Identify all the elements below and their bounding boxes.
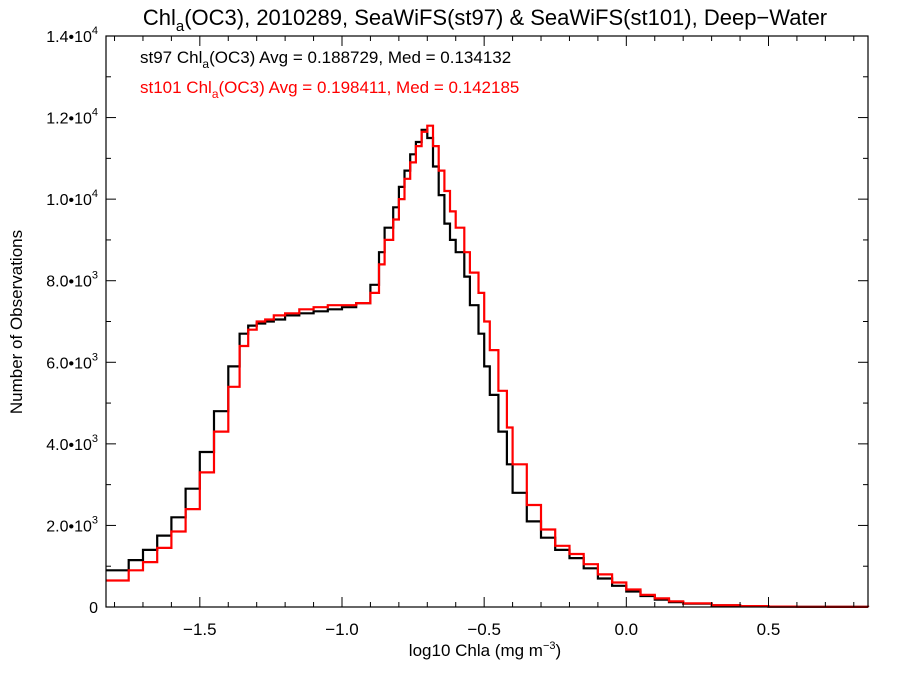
y-tick-mantissa: 8.0•10 [46, 274, 92, 291]
x-tick-label: 0.0 [615, 620, 639, 639]
x-axis-label-suffix: ) [556, 641, 562, 660]
annotation-st97: st97 Chla(OC3) Avg = 0.188729, Med = 0.1… [140, 48, 511, 71]
y-tick-exponent: 3 [92, 514, 98, 526]
y-tick-mantissa: 4.0•10 [46, 437, 92, 454]
x-tick-label: −0.5 [467, 620, 501, 639]
y-tick-exponent: 3 [92, 270, 98, 282]
x-axis-label: log10 Chla (mg m−3) [409, 640, 561, 660]
y-tick-exponent: 3 [92, 433, 98, 445]
x-axis-label-superscript: −3 [543, 640, 556, 652]
y-tick-label: 1.4•104 [46, 25, 98, 46]
x-tick-label: −1.0 [325, 620, 359, 639]
annotation-st97-rest: (OC3) Avg = 0.188729, Med = 0.134132 [209, 48, 511, 67]
y-tick-mantissa: 2.0•10 [46, 518, 92, 535]
y-tick-label: 6.0•103 [46, 351, 98, 372]
title-prefix: Chl [143, 5, 176, 30]
annotation-st101-rest: (OC3) Avg = 0.198411, Med = 0.142185 [219, 78, 520, 97]
annotation-st97-prefix: st97 Chl [140, 48, 202, 67]
y-tick-mantissa: 0 [89, 600, 98, 617]
annotation-st97-subscript: a [202, 57, 209, 71]
y-tick-mantissa: 1.2•10 [46, 111, 92, 128]
y-tick-exponent: 4 [92, 107, 98, 119]
x-axis-label-prefix: log10 Chla (mg m [409, 641, 543, 660]
annotation-st101-subscript: a [212, 87, 219, 101]
title-subscript: a [176, 18, 185, 35]
series-layer [106, 124, 870, 608]
y-tick-label: 2.0•103 [46, 514, 98, 535]
y-tick-exponent: 3 [92, 351, 98, 363]
y-tick-mantissa: 1.0•10 [46, 192, 92, 209]
series-line-0 [106, 128, 870, 608]
annotation-st101: st101 Chla(OC3) Avg = 0.198411, Med = 0.… [140, 78, 519, 101]
annotation-st101-prefix: st101 Chl [140, 78, 212, 97]
y-tick-label: 8.0•103 [46, 270, 98, 291]
chart-title: Chla(OC3), 2010289, SeaWiFS(st97) & SeaW… [143, 5, 827, 35]
y-axis-label: Number of Observations [7, 230, 26, 414]
title-rest: (OC3), 2010289, SeaWiFS(st97) & SeaWiFS(… [184, 5, 827, 30]
y-tick-label: 0 [89, 600, 98, 617]
y-tick-label: 1.2•104 [46, 107, 98, 128]
x-tick-label: 0.5 [757, 620, 781, 639]
series-line-1 [106, 124, 870, 608]
y-tick-exponent: 4 [92, 25, 98, 37]
y-tick-exponent: 4 [92, 188, 98, 200]
y-tick-label: 4.0•103 [46, 433, 98, 454]
y-tick-label: 1.0•104 [46, 188, 98, 209]
x-tick-label: −1.5 [183, 620, 217, 639]
y-tick-mantissa: 1.4•10 [46, 29, 92, 46]
y-tick-mantissa: 6.0•10 [46, 355, 92, 372]
tick-layer: −1.5 −1.0 −0.5 0.0 0.502.0•1034.0•1036.0•103… [46, 25, 868, 639]
